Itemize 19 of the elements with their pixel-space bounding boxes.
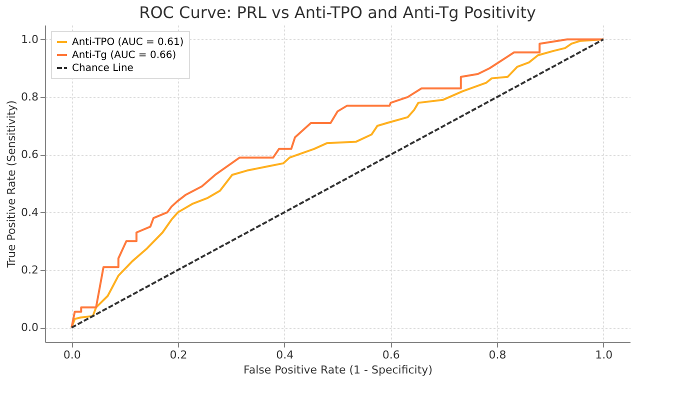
x-tick-label: 0.6 <box>382 348 400 362</box>
x-axis-title: False Positive Rate (1 - Specificity) <box>244 364 432 376</box>
x-tick-label: 1.0 <box>595 348 613 362</box>
x-tick-label: 0.2 <box>170 348 188 362</box>
x-tick-label: 0.4 <box>276 348 294 362</box>
legend-label: Anti-TPO (AUC = 0.61) <box>72 37 184 48</box>
chart-title: ROC Curve: PRL vs Anti-TPO and Anti-Tg Positivity <box>139 3 536 22</box>
legend-label: Chance Line <box>72 63 134 74</box>
y-tick-label: 0.6 <box>21 148 38 162</box>
x-tick-label: 0.8 <box>488 348 506 362</box>
y-tick-label: 0.0 <box>21 321 38 334</box>
y-axis-title: True Positive Rate (Sensitivity) <box>5 100 18 269</box>
y-tick-label: 0.4 <box>21 206 38 219</box>
y-tick-label: 1.0 <box>21 32 38 46</box>
line-series <box>70 38 604 329</box>
legend-label: Anti-Tg (AUC = 0.66) <box>72 50 176 61</box>
y-tick-label: 0.8 <box>21 90 38 104</box>
x-tick-label: 0.0 <box>63 348 81 362</box>
y-tick-label: 0.2 <box>21 263 38 276</box>
